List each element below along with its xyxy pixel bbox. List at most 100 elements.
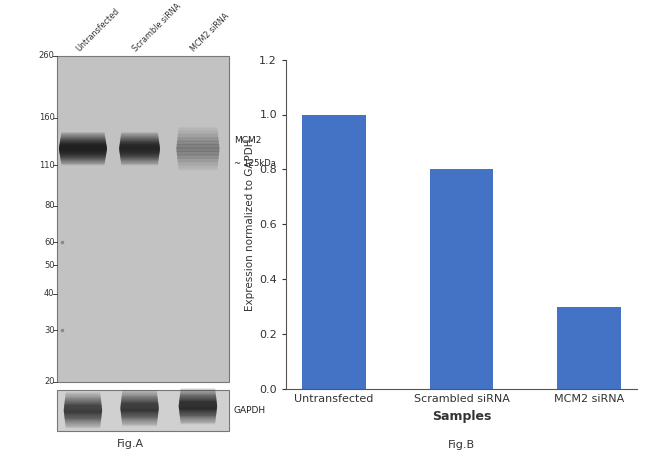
FancyBboxPatch shape <box>60 140 106 142</box>
Text: Untransfected: Untransfected <box>74 7 121 54</box>
FancyBboxPatch shape <box>120 405 159 408</box>
FancyBboxPatch shape <box>179 408 217 410</box>
FancyBboxPatch shape <box>121 162 158 164</box>
FancyBboxPatch shape <box>122 422 157 424</box>
FancyBboxPatch shape <box>121 411 159 414</box>
FancyBboxPatch shape <box>180 393 216 395</box>
FancyBboxPatch shape <box>64 410 102 412</box>
Bar <box>557 307 621 389</box>
FancyBboxPatch shape <box>60 144 107 146</box>
Text: 110: 110 <box>39 161 55 169</box>
FancyBboxPatch shape <box>177 150 219 152</box>
FancyBboxPatch shape <box>122 424 157 426</box>
FancyBboxPatch shape <box>60 158 105 160</box>
FancyBboxPatch shape <box>180 419 216 421</box>
FancyBboxPatch shape <box>121 410 159 412</box>
FancyBboxPatch shape <box>120 140 159 142</box>
FancyBboxPatch shape <box>122 423 157 425</box>
FancyBboxPatch shape <box>59 150 107 153</box>
FancyBboxPatch shape <box>122 390 157 393</box>
Bar <box>430 169 493 389</box>
FancyBboxPatch shape <box>65 420 101 422</box>
FancyBboxPatch shape <box>60 157 105 159</box>
FancyBboxPatch shape <box>179 398 216 400</box>
FancyBboxPatch shape <box>179 407 217 409</box>
FancyBboxPatch shape <box>121 134 158 136</box>
FancyBboxPatch shape <box>177 144 219 146</box>
FancyBboxPatch shape <box>66 426 100 428</box>
FancyBboxPatch shape <box>179 411 216 414</box>
Text: 260: 260 <box>39 51 55 60</box>
FancyBboxPatch shape <box>177 158 218 160</box>
FancyBboxPatch shape <box>119 147 160 149</box>
FancyBboxPatch shape <box>64 402 101 404</box>
FancyBboxPatch shape <box>60 141 106 143</box>
FancyBboxPatch shape <box>60 151 107 153</box>
FancyBboxPatch shape <box>120 156 159 158</box>
FancyBboxPatch shape <box>122 395 157 397</box>
Y-axis label: Expression normalized to GAPDH: Expression normalized to GAPDH <box>245 138 255 311</box>
FancyBboxPatch shape <box>64 405 101 407</box>
FancyBboxPatch shape <box>121 161 158 163</box>
FancyBboxPatch shape <box>59 147 107 149</box>
X-axis label: Samples: Samples <box>432 410 491 423</box>
Bar <box>57 56 229 382</box>
FancyBboxPatch shape <box>178 131 218 133</box>
FancyBboxPatch shape <box>122 396 157 398</box>
FancyBboxPatch shape <box>119 148 160 150</box>
FancyBboxPatch shape <box>177 154 219 156</box>
FancyBboxPatch shape <box>121 133 158 136</box>
FancyBboxPatch shape <box>121 412 158 414</box>
FancyBboxPatch shape <box>178 133 218 135</box>
FancyBboxPatch shape <box>177 157 218 159</box>
FancyBboxPatch shape <box>65 397 101 399</box>
FancyBboxPatch shape <box>122 391 157 393</box>
FancyBboxPatch shape <box>64 411 102 413</box>
FancyBboxPatch shape <box>180 415 216 417</box>
FancyBboxPatch shape <box>177 161 218 164</box>
FancyBboxPatch shape <box>180 416 216 418</box>
FancyBboxPatch shape <box>122 417 158 419</box>
FancyBboxPatch shape <box>180 394 216 396</box>
FancyBboxPatch shape <box>122 393 157 396</box>
FancyBboxPatch shape <box>181 389 215 392</box>
FancyBboxPatch shape <box>121 414 158 417</box>
FancyBboxPatch shape <box>66 394 101 397</box>
FancyBboxPatch shape <box>65 399 101 401</box>
FancyBboxPatch shape <box>122 398 158 400</box>
FancyBboxPatch shape <box>120 157 159 159</box>
Text: Fig.A: Fig.A <box>116 439 144 449</box>
FancyBboxPatch shape <box>179 396 216 398</box>
FancyBboxPatch shape <box>64 413 101 415</box>
FancyBboxPatch shape <box>121 136 159 139</box>
FancyBboxPatch shape <box>179 400 216 402</box>
Text: 60: 60 <box>44 238 55 246</box>
FancyBboxPatch shape <box>180 417 216 420</box>
FancyBboxPatch shape <box>61 162 105 164</box>
FancyBboxPatch shape <box>120 154 159 157</box>
FancyBboxPatch shape <box>178 130 218 132</box>
FancyBboxPatch shape <box>65 419 101 421</box>
FancyBboxPatch shape <box>61 132 105 134</box>
FancyBboxPatch shape <box>177 137 218 139</box>
Text: 40: 40 <box>44 289 55 298</box>
FancyBboxPatch shape <box>61 163 105 165</box>
FancyBboxPatch shape <box>65 421 101 424</box>
FancyBboxPatch shape <box>65 398 101 400</box>
FancyBboxPatch shape <box>122 418 157 420</box>
FancyBboxPatch shape <box>120 153 159 156</box>
FancyBboxPatch shape <box>59 145 107 147</box>
FancyBboxPatch shape <box>64 404 101 406</box>
FancyBboxPatch shape <box>61 161 105 163</box>
Text: Scramble siRNA: Scramble siRNA <box>131 2 182 54</box>
Text: 160: 160 <box>39 113 55 122</box>
FancyBboxPatch shape <box>61 134 105 136</box>
FancyBboxPatch shape <box>180 390 215 393</box>
FancyBboxPatch shape <box>59 149 107 152</box>
FancyBboxPatch shape <box>120 141 159 143</box>
Text: 80: 80 <box>44 201 55 210</box>
FancyBboxPatch shape <box>179 406 217 408</box>
FancyBboxPatch shape <box>64 403 101 405</box>
FancyBboxPatch shape <box>177 142 219 145</box>
FancyBboxPatch shape <box>121 414 158 416</box>
